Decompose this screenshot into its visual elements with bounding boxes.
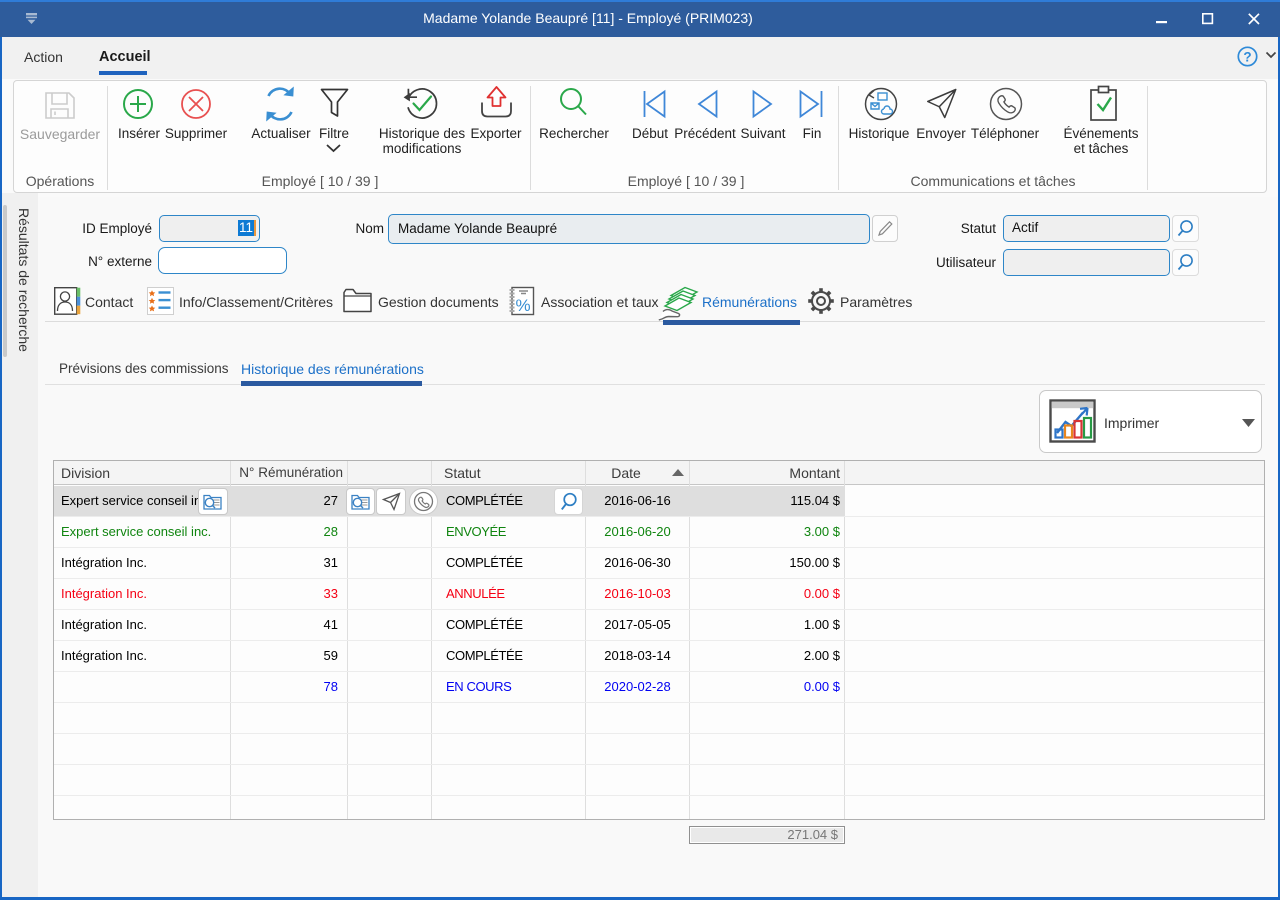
svg-text:?: ?: [1243, 50, 1251, 65]
svg-text:%: %: [515, 296, 530, 315]
